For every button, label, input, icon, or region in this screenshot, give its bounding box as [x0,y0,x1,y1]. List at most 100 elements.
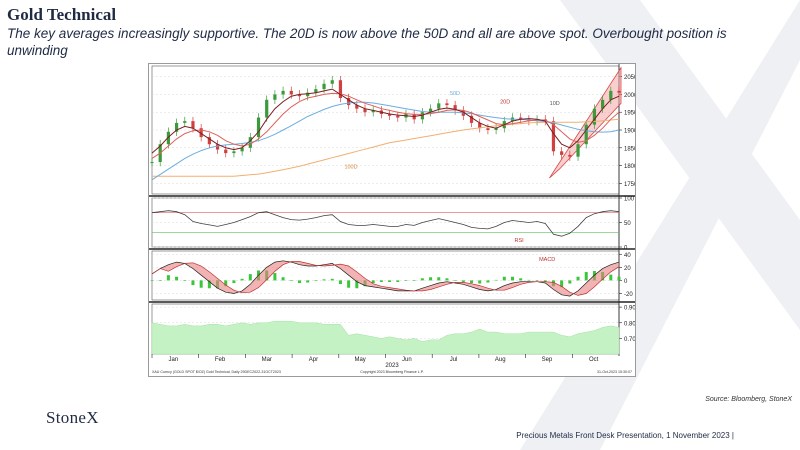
macd-histogram-bar [150,280,154,281]
y-tick-label: 0 [624,279,628,285]
candle-body [150,162,154,163]
candle-body [232,151,236,154]
macd-histogram-bar [404,280,408,281]
candle-body [322,83,326,90]
x-month-label: Jan [169,357,179,363]
ma50-label: 50D [450,91,460,97]
macd-histogram-bar [166,275,170,281]
candle-body [396,115,400,118]
macd-histogram-bar [429,277,433,281]
y-tick-label: 0.70 [624,337,635,343]
candle-body [371,110,375,113]
macd-histogram-bar [470,280,474,284]
y-tick-label: 1900 [624,129,635,135]
macd-histogram-bar [502,276,506,281]
x-month-label: Mar [262,357,272,363]
ma50-line [151,101,620,181]
candle-body [576,144,580,157]
candle-body [183,121,187,123]
macd-cross-fill [152,260,619,297]
candle-body [273,94,277,100]
macd-histogram-bar [527,279,531,281]
candle-body [215,144,220,150]
candle-body [519,117,523,120]
candle-body [478,122,482,129]
macd-histogram-bar [388,280,392,282]
candle-body [437,103,441,109]
macd-histogram-bar [543,280,547,282]
chart-footer-right: 31-Oct-2023 15:30:07 [597,370,632,374]
macd-histogram-bar [478,280,482,284]
macd-histogram-bar [617,276,621,281]
candle-body [281,90,285,95]
candle-body [207,137,211,145]
macd-histogram-bar [330,278,334,281]
y-tick-label: 1950 [624,111,635,117]
x-month-label: Jun [402,357,412,363]
y-tick-label: 0.80 [624,321,635,327]
x-year-label: 2023 [385,363,399,369]
candle-body [601,99,605,109]
ma100-label: 100D [344,164,357,170]
y-tick-label: 1850 [624,146,635,152]
macd-histogram-bar [576,276,580,281]
y-tick-label: 0.90 [624,306,635,312]
macd-histogram-bar [560,280,564,288]
macd-histogram-bar [379,280,383,282]
candle-body [568,154,572,157]
macd-histogram-bar [240,278,244,281]
macd-histogram-bar [175,276,179,281]
macd-histogram-bar [355,280,359,289]
macd-histogram-bar [494,279,498,281]
candle-body [174,122,179,132]
macd-histogram-bar [232,280,236,284]
macd-histogram-bar [453,280,457,281]
ma10-line [151,88,620,154]
candle-body [486,128,490,130]
candle-body [240,147,244,152]
y-tick-label: 20 [624,266,631,272]
macd-histogram-bar [461,280,465,282]
macd-histogram-bar [273,273,277,281]
volatility-area [151,320,620,355]
macd-histogram-bar [199,280,203,288]
candle-body [355,105,359,109]
x-month-label: Oct [589,357,599,363]
macd-histogram-bar [371,280,375,284]
macd-histogram-bar [289,280,293,281]
macd-histogram-bar [306,280,310,283]
candle-body [494,128,498,130]
candle-body [191,121,195,129]
macd-histogram-bar [338,280,342,285]
candle-body [224,149,228,154]
slide-subtitle: The key averages increasingly supportive… [7,26,727,58]
macd-histogram-bar [191,280,195,286]
x-month-label: Aug [495,357,506,363]
macd-histogram-bar [568,280,572,284]
candle-body [289,90,293,95]
candle-body [551,121,556,152]
candle-body [265,99,269,118]
candle-body [617,90,621,93]
macd-histogram-bar [510,276,514,281]
rsi-label: RSI [514,238,524,244]
candle-body [363,108,367,113]
y-tick-label: 1800 [624,164,635,170]
macd-histogram-bar [609,274,613,281]
macd-histogram-bar [158,280,162,281]
candle-body [584,124,588,145]
x-month-label: May [354,357,365,363]
candle-body [453,105,457,111]
macd-histogram-bar [183,280,187,281]
candle-body [338,80,343,98]
candle-body [560,151,564,155]
y-tick-label: 2000 [624,93,635,99]
candle-body [314,89,318,93]
candle-body [306,92,310,97]
macd-histogram-bar [445,278,449,281]
ma10-label: 10D [550,101,560,107]
chart-footer-left: XAU Curncy (GOLD SPOT $/OZ) Gold Technic… [152,370,281,374]
rising-channel [549,66,622,179]
macd-histogram-bar [535,280,539,281]
x-month-label: Feb [215,357,226,363]
